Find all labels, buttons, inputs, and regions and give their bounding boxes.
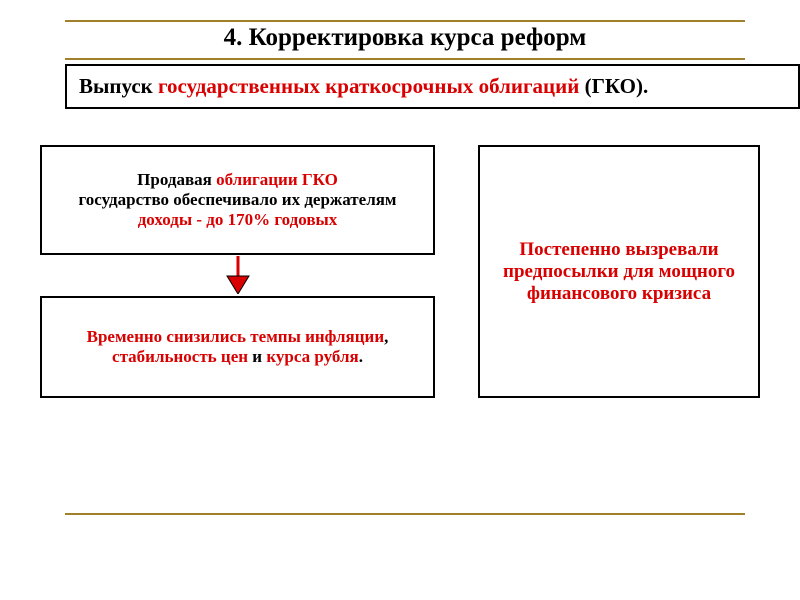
box-crisis: Постепенно вызревали предпосылки для мощ… [478,145,760,398]
title-rule-block: 4. Корректировка курса реформ [65,20,745,60]
subtitle-box: Выпуск государственных краткосрочных обл… [65,64,800,109]
box1-p3: государство обеспечивало их держателям [78,190,396,209]
box2-p1: Временно снизились темпы инфляции [87,327,385,346]
box1-p4: доходы - до 170% годовых [138,210,338,229]
subtitle-highlight: государственных краткосрочных облигаций [158,74,579,98]
subtitle-prefix: Выпуск [79,74,158,98]
box-inflation: Временно снизились темпы инфляции, стаби… [40,296,435,398]
page-title: 4. Корректировка курса реформ [224,24,587,51]
box1-p1: Продавая [137,170,216,189]
box1-p2: облигации ГКО [216,170,338,189]
box-gko-sales-content: Продавая облигации ГКО государство обесп… [78,170,396,230]
box2-p5: курса рубля [266,347,358,366]
box2-p4: и [248,347,266,366]
box2-p6: . [359,347,363,366]
subtitle-suffix: (ГКО). [579,74,648,98]
box-crisis-text: Постепенно вызревали предпосылки для мощ… [502,239,736,305]
box-gko-sales: Продавая облигации ГКО государство обесп… [40,145,435,255]
subtitle-text: Выпуск государственных краткосрочных обл… [79,74,648,98]
box-inflation-content: Временно снизились темпы инфляции, стаби… [87,327,389,367]
box2-p2: , [384,327,388,346]
arrow-down-icon [224,256,252,294]
box2-p3: стабильность цен [112,347,248,366]
bottom-rule [65,513,745,515]
